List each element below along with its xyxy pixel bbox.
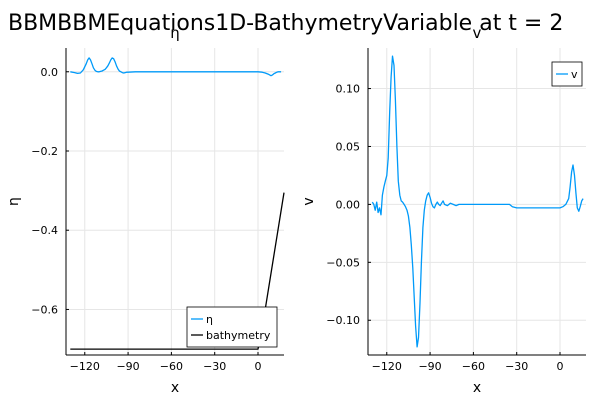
panel-title: η (170, 24, 180, 42)
x-tick-label: −90 (418, 360, 441, 373)
x-tick-label: −120 (70, 360, 100, 373)
x-tick-label: 0 (255, 360, 262, 373)
y-tick-label: 0.10 (336, 83, 361, 96)
x-tick-label: 0 (557, 360, 564, 373)
legend-label: η (206, 313, 213, 326)
x-axis-label: x (171, 380, 179, 396)
x-axis-label: x (473, 380, 481, 396)
y-tick-label: −0.10 (326, 314, 360, 327)
panel-title: v (473, 24, 482, 42)
legend: η bathymetry (186, 306, 278, 348)
series-line-eta (70, 57, 282, 77)
legend: v (551, 61, 583, 87)
x-tick-label: −120 (372, 360, 402, 373)
legend-label: v (571, 68, 578, 81)
x-tick-label: −30 (505, 360, 528, 373)
legend-label: bathymetry (206, 329, 271, 342)
y-tick-label: 0.0 (41, 66, 59, 79)
x-tick-label: −30 (203, 360, 226, 373)
legend-box (186, 306, 278, 348)
y-tick-label: −0.2 (31, 145, 58, 158)
y-axis-label: η (6, 197, 22, 206)
y-axis-label: v (301, 197, 317, 205)
x-tick-label: −90 (116, 360, 139, 373)
y-tick-label: −0.4 (31, 224, 58, 237)
x-tick-label: −60 (160, 360, 183, 373)
figure-suptitle: BBMBBMEquations1D-BathymetryVariable at … (8, 11, 563, 36)
x-tick-label: −60 (462, 360, 485, 373)
y-tick-label: 0.05 (336, 140, 361, 153)
series-line-v (371, 55, 584, 348)
y-tick-label: −0.6 (31, 303, 58, 316)
eta-panel: −120 −90 −60 −30 0 0.0 −0.2 −0.4 −0.6 η x η η bathyme… (6, 24, 285, 396)
y-tick-label: 0.00 (336, 198, 361, 211)
velocity-panel: −120 −90 −60 −30 0 0.10 0.05 0.00 −0.05 −0.10 v x v v (301, 24, 586, 396)
y-tick-label: −0.05 (326, 256, 360, 269)
